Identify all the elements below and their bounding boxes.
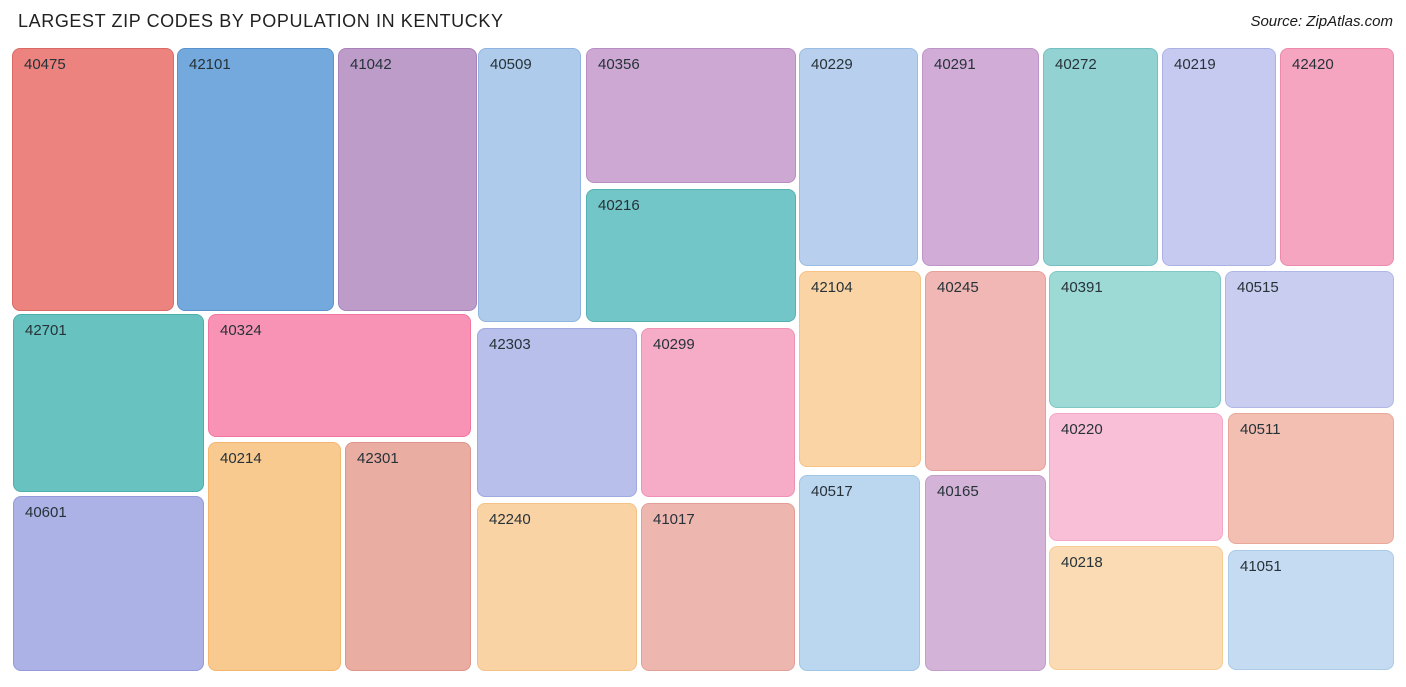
tile-label: 40219 [1174, 56, 1216, 73]
treemap-tile[interactable]: 40291 [922, 48, 1039, 266]
treemap-tile[interactable]: 40356 [586, 48, 796, 183]
treemap-tile[interactable]: 42420 [1280, 48, 1394, 266]
treemap-tile[interactable]: 41017 [641, 503, 795, 671]
tile-label: 40216 [598, 197, 640, 214]
treemap-tile[interactable]: 40509 [478, 48, 581, 322]
tile-label: 40272 [1055, 56, 1097, 73]
tile-label: 40165 [937, 483, 979, 500]
tile-label: 42240 [489, 511, 531, 528]
tile-label: 41051 [1240, 558, 1282, 575]
tile-label: 40356 [598, 56, 640, 73]
treemap-tile[interactable]: 40299 [641, 328, 795, 497]
chart-source-attribution: Source: ZipAtlas.com [1250, 13, 1393, 30]
tile-label: 40475 [24, 56, 66, 73]
tile-label: 40509 [490, 56, 532, 73]
treemap-tile[interactable]: 40229 [799, 48, 918, 266]
tile-label: 40220 [1061, 421, 1103, 438]
treemap-tile[interactable]: 40245 [925, 271, 1046, 471]
chart-title: LARGEST ZIP CODES BY POPULATION IN KENTU… [18, 11, 504, 31]
tile-label: 42101 [189, 56, 231, 73]
tile-label: 42303 [489, 336, 531, 353]
tile-label: 40517 [811, 483, 853, 500]
tile-label: 42301 [357, 450, 399, 467]
tile-label: 41017 [653, 511, 695, 528]
tile-label: 40391 [1061, 279, 1103, 296]
tile-label: 40324 [220, 322, 262, 339]
tile-label: 41042 [350, 56, 392, 73]
treemap-tile[interactable]: 40218 [1049, 546, 1223, 670]
tile-label: 40214 [220, 450, 262, 467]
tile-label: 40601 [25, 504, 67, 521]
treemap-tile[interactable]: 40391 [1049, 271, 1221, 408]
tile-label: 42104 [811, 279, 853, 296]
treemap-tile[interactable]: 42104 [799, 271, 921, 467]
treemap-tile[interactable]: 42301 [345, 442, 471, 671]
tile-label: 40229 [811, 56, 853, 73]
treemap-tile[interactable]: 42701 [13, 314, 204, 492]
treemap-tile[interactable]: 40220 [1049, 413, 1223, 541]
treemap-tile[interactable]: 40272 [1043, 48, 1158, 266]
treemap-tile[interactable]: 40601 [13, 496, 204, 671]
treemap-tile[interactable]: 40219 [1162, 48, 1276, 266]
tile-label: 40299 [653, 336, 695, 353]
tile-label: 40511 [1240, 421, 1281, 438]
treemap-tile[interactable]: 40515 [1225, 271, 1394, 408]
treemap-tile[interactable]: 42303 [477, 328, 637, 497]
tile-label: 42420 [1292, 56, 1334, 73]
tile-label: 40218 [1061, 554, 1103, 571]
tile-label: 42701 [25, 322, 67, 339]
treemap-tile[interactable]: 40511 [1228, 413, 1394, 544]
treemap-tile[interactable]: 40216 [586, 189, 796, 322]
treemap-tile[interactable]: 41051 [1228, 550, 1394, 670]
tile-label: 40291 [934, 56, 976, 73]
treemap-tile[interactable]: 40165 [925, 475, 1046, 671]
treemap-tile[interactable]: 42101 [177, 48, 334, 311]
treemap-tile[interactable]: 41042 [338, 48, 477, 311]
tile-label: 40245 [937, 279, 979, 296]
treemap-tile[interactable]: 40475 [12, 48, 174, 311]
treemap-tile[interactable]: 42240 [477, 503, 637, 671]
tile-label: 40515 [1237, 279, 1279, 296]
treemap-tile[interactable]: 40214 [208, 442, 341, 671]
treemap-tile[interactable]: 40517 [799, 475, 920, 671]
treemap-tile[interactable]: 40324 [208, 314, 471, 437]
